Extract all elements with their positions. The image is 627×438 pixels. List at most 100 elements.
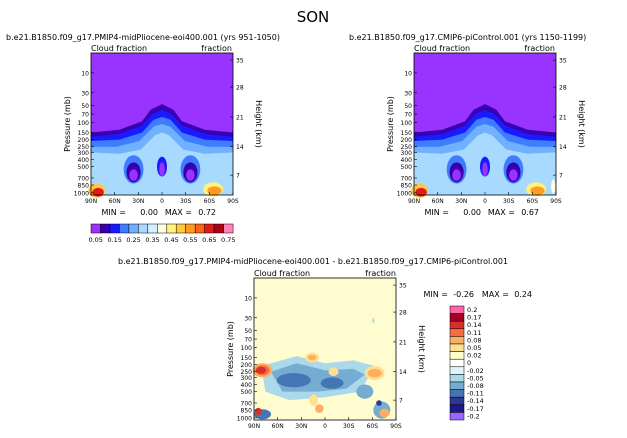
panel-3-y2tick-label: 28: [399, 310, 407, 317]
colorbar-swatch: [449, 412, 465, 421]
colorbar-label: 0.25: [126, 236, 140, 244]
panel-2-max-value: 0.67: [521, 208, 539, 217]
diff-contour: [328, 367, 339, 377]
panel-3-y2tick-label: 35: [399, 283, 407, 290]
colorbar-label: 0.15: [107, 236, 121, 244]
panel-1-axes: 1030507010015020025030040050070085010003…: [74, 58, 244, 205]
panel-2-max-text: MAX =: [488, 208, 515, 217]
colorbar-swatch: [119, 223, 130, 234]
panel-2-y2label: Height (km): [577, 100, 586, 148]
colorbar-swatch: [449, 396, 465, 406]
panel-3-title: b.e21.B1850.f09_g17.PMIP4-midPliocene-eo…: [118, 257, 508, 266]
colorbar-main: 0.05 0.15 0.25 0.35 0.45 0.55 0.65 0.75: [88, 223, 236, 244]
colorbar-swatch: [449, 358, 465, 368]
panel-1-min-value: 0.00: [140, 208, 158, 217]
figure-title: SON: [297, 8, 330, 26]
colorbar-label: -0.05: [467, 374, 484, 382]
colorbar-label: 0.17: [467, 314, 481, 322]
panel-3-ytick-label: 10: [244, 295, 252, 302]
colorbar-swatch: [100, 223, 111, 234]
panel-2-y2tick-label: 21: [559, 114, 567, 121]
colorbar-swatch: [449, 404, 465, 413]
colorbar-diff: 0.20.170.140.110.080.050.020-0.02-0.05-0…: [449, 305, 484, 421]
colorbar-swatch: [449, 374, 465, 383]
panel-3-ytick-label: 50: [244, 328, 252, 335]
panel-1-left-label: Cloud fraction: [91, 44, 147, 53]
panel-2-xtick-label: 90S: [550, 198, 562, 205]
panel-3-ytick-label: 400: [241, 382, 253, 389]
panel-2-y2tick-label: 28: [559, 85, 567, 92]
colorbar-swatch: [213, 223, 224, 234]
panel-2-axes: 1030507010015020025030040050070085010003…: [397, 58, 567, 205]
panel-1-ytick-label: 100: [78, 120, 90, 127]
colorbar-label: 0.65: [202, 236, 216, 244]
cloud-contour: [225, 166, 233, 195]
panel-1-ytick-label: 70: [81, 112, 89, 119]
panel-3-xtick-label: 30N: [295, 423, 307, 430]
panel-1-ytick-label: 30: [81, 90, 89, 97]
colorbar-swatch: [449, 328, 465, 337]
colorbar-swatch: [147, 223, 158, 234]
colorbar-swatch: [175, 223, 186, 234]
panel-2-ytick-label: 70: [404, 112, 412, 119]
colorbar-label: 0: [467, 359, 471, 367]
panel-3-axes: 1030507010015020025030040050070085010003…: [237, 283, 407, 430]
panel-2-title: b.e21.B1850.f09_g17.CMIP6-piControl.001 …: [349, 33, 586, 42]
panel-3: b.e21.B1850.f09_g17.PMIP4-midPliocene-eo…: [118, 257, 532, 430]
panel-1-xtick-label: 60S: [204, 198, 216, 205]
cloud-contour: [415, 187, 427, 197]
panel-3-ylabel: Pressure (mb): [226, 321, 235, 377]
panel-3-y2tick-label: 21: [399, 339, 407, 346]
panel-2-ytick-label: 500: [401, 164, 413, 171]
panel-2-ytick-label: 50: [404, 103, 412, 110]
cloud-contour: [482, 162, 488, 177]
panel-1-right-label: fraction: [201, 44, 232, 53]
panel-2-xtick-label: 60N: [432, 198, 444, 205]
panel-1-xtick-label: 90N: [85, 198, 97, 205]
cloud-contour: [159, 162, 165, 177]
panel-1-title: b.e21.B1850.f09_g17.PMIP4-midPliocene-eo…: [6, 33, 280, 42]
panel-1-ytick-label: 300: [78, 150, 90, 157]
panel-1-y2tick-label: 35: [236, 58, 244, 65]
panel-3-ytick-label: 150: [241, 355, 253, 362]
colorbar-label: -0.2: [467, 412, 480, 420]
panel-3-min-value: -0.26: [453, 290, 474, 299]
colorbar-swatch: [449, 313, 465, 322]
panel-3-ytick-label: 100: [241, 345, 253, 352]
panel-2-min-value: 0.00: [463, 208, 481, 217]
panel-1: b.e21.B1850.f09_g17.PMIP4-midPliocene-eo…: [6, 33, 280, 217]
diff-contour: [356, 384, 374, 399]
colorbar-label: 0.02: [467, 352, 481, 360]
panel-2-ytick-label: 10: [404, 70, 412, 77]
colorbar-swatch: [185, 223, 196, 234]
colorbar-swatch: [109, 223, 120, 234]
panel-1-xtick-label: 30N: [132, 198, 144, 205]
panel-1-max-text: MAX =: [165, 208, 192, 217]
panel-2-ytick-label: 300: [401, 150, 413, 157]
cloud-contour: [509, 169, 518, 181]
panel-2-y2tick-label: 7: [559, 173, 563, 180]
colorbar-label: -0.14: [467, 397, 484, 405]
colorbar-swatch: [90, 223, 101, 234]
panel-1-y2tick-label: 14: [236, 144, 244, 151]
panel-3-xtick-label: 90N: [248, 423, 260, 430]
panel-3-y2tick-label: 7: [399, 398, 403, 405]
panel-1-ytick-label: 50: [81, 103, 89, 110]
cloud-contour: [551, 179, 556, 194]
cloud-contour: [129, 169, 138, 181]
colorbar-swatch: [223, 223, 234, 234]
colorbar-swatch: [166, 223, 177, 234]
panel-1-ytick-label: 10: [81, 70, 89, 77]
panel-2-field: [411, 53, 556, 198]
panel-3-max-value: 0.24: [514, 290, 532, 299]
colorbar-label: 0.08: [467, 336, 481, 344]
panel-1-xtick-label: 30S: [180, 198, 192, 205]
panel-2-ytick-label: 200: [401, 137, 413, 144]
panel-1-xtick-label: 90S: [227, 198, 239, 205]
panel-2-ytick-label: 150: [401, 130, 413, 137]
colorbar-swatch: [128, 223, 139, 234]
colorbar-label: 0.14: [467, 321, 481, 329]
panel-2-y2tick-label: 35: [559, 58, 567, 65]
panel-2-ytick-label: 1000: [397, 190, 412, 197]
